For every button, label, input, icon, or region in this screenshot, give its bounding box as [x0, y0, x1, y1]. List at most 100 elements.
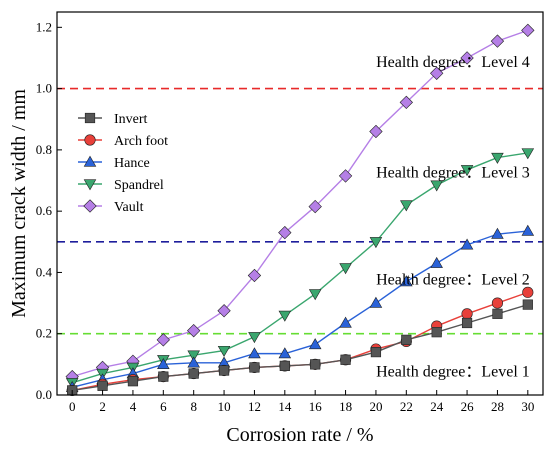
data-point-spandrel [369, 237, 383, 249]
y-axis-title: Maximum crack width / mm [8, 89, 30, 318]
data-point-invert [431, 327, 442, 338]
data-point-hance [491, 227, 504, 239]
data-point-arch-foot [522, 286, 534, 298]
y-tick-label: 1.0 [36, 81, 52, 96]
data-point-hance [369, 296, 383, 308]
data-point-invert [522, 299, 533, 310]
x-tick-label: 10 [218, 399, 231, 414]
annotation-level-3: Health degree：Level 2 [376, 272, 530, 289]
legend-marker-spandrel [83, 179, 97, 191]
x-tick-label: 22 [400, 399, 413, 414]
data-point-vault [187, 323, 201, 338]
data-point-spandrel [430, 180, 443, 192]
data-point-vault [490, 34, 505, 48]
x-tick-label: 26 [461, 399, 475, 414]
annotations: Health degree：Level 4 Health degree：Level… [376, 54, 530, 380]
data-point-invert [370, 347, 382, 358]
data-point-vault [156, 333, 170, 347]
data-point-hance [400, 275, 413, 287]
data-point-hance [187, 356, 200, 368]
data-point-spandrel [400, 200, 413, 212]
legend: Invert Arch foot Hance Spandrel Vault [78, 112, 168, 215]
data-point-vault [308, 199, 322, 214]
data-point-invert [401, 334, 412, 345]
x-tick-label: 6 [160, 399, 167, 414]
data-point-vault [399, 95, 413, 110]
data-point-hance [157, 357, 170, 369]
x-tick-label: 8 [190, 399, 197, 414]
data-point-spandrel [248, 332, 261, 344]
data-point-arch-foot [491, 297, 504, 309]
y-tick-label: 0.2 [36, 326, 52, 341]
data-point-invert [310, 359, 321, 370]
x-tick-label: 4 [130, 399, 137, 414]
series-line-hance [72, 230, 528, 389]
x-tick-label: 20 [369, 399, 382, 414]
data-point-invert [97, 380, 108, 391]
x-tick-label: 12 [248, 399, 261, 414]
series-line-vault [71, 29, 529, 378]
y-axis: 0.0 0.2 0.4 0.6 0.8 1.0 1.2 [36, 19, 62, 402]
x-axis-title: Corrosion rate / % [226, 424, 373, 446]
data-point-hance [430, 256, 443, 268]
legend-label-arch-foot: Arch foot [114, 134, 168, 149]
legend-marker-arch-foot [84, 134, 96, 146]
data-point-hance [278, 347, 292, 359]
legend-marker-invert [84, 112, 96, 124]
data-point-invert [340, 354, 351, 365]
data-point-spandrel [187, 350, 200, 362]
x-axis: 0 2 4 6 8 10 12 14 16 18 20 22 24 26 28 30 [69, 390, 534, 414]
annotation-level-1: Health degree：Level 4 [376, 54, 530, 71]
y-tick-label: 0.4 [36, 264, 53, 279]
y-tick-label: 0.6 [36, 203, 53, 218]
series-invert [67, 299, 533, 396]
x-tick-label: 16 [309, 399, 323, 414]
series-layer [65, 23, 535, 396]
legend-label-spandrel: Spandrel [114, 178, 164, 193]
x-tick-label: 24 [430, 399, 444, 414]
x-tick-label: 18 [339, 399, 352, 414]
data-point-hance [339, 316, 352, 328]
data-point-spandrel [339, 263, 352, 275]
annotation-level-2: Health degree：Level 3 [376, 164, 530, 181]
legend-marker-vault [83, 199, 97, 213]
data-point-invert [492, 308, 503, 319]
x-tick-label: 14 [278, 399, 292, 414]
annotation-level-4: Health degree：Level 1 [376, 364, 530, 381]
data-point-spandrel [491, 152, 504, 164]
data-point-invert [188, 368, 199, 379]
data-point-invert [158, 371, 169, 382]
y-tick-label: 1.2 [36, 19, 52, 34]
series-line-spandrel [71, 152, 528, 384]
data-point-hance [521, 224, 535, 236]
legend-marker-hance [83, 155, 97, 167]
x-tick-label: 28 [491, 399, 504, 414]
data-point-vault [521, 23, 535, 38]
data-point-invert [279, 360, 290, 371]
series-vault [65, 23, 535, 384]
data-point-spandrel [460, 165, 474, 177]
data-point-hance [248, 347, 261, 359]
y-tick-label: 0.0 [36, 387, 52, 402]
x-tick-label: 0 [69, 399, 76, 414]
legend-label-hance: Hance [114, 156, 150, 171]
x-tick-label: 2 [99, 399, 106, 414]
legend-label-vault: Vault [114, 200, 144, 215]
data-point-arch-foot [461, 308, 473, 320]
plot-frame [56, 11, 544, 396]
data-point-vault [460, 51, 474, 65]
data-point-vault [247, 268, 262, 283]
data-point-hance [308, 338, 322, 350]
x-tick-label: 30 [521, 399, 534, 414]
y-tick-label: 0.8 [36, 142, 52, 157]
data-point-invert [461, 317, 473, 329]
data-point-spandrel [217, 345, 231, 357]
data-point-vault [338, 169, 353, 183]
reference-lines [57, 87, 543, 335]
data-point-spandrel [278, 310, 292, 322]
data-point-spandrel [521, 148, 535, 160]
legend-label-invert: Invert [114, 112, 148, 127]
data-point-vault [369, 124, 383, 139]
data-point-invert [218, 365, 230, 376]
